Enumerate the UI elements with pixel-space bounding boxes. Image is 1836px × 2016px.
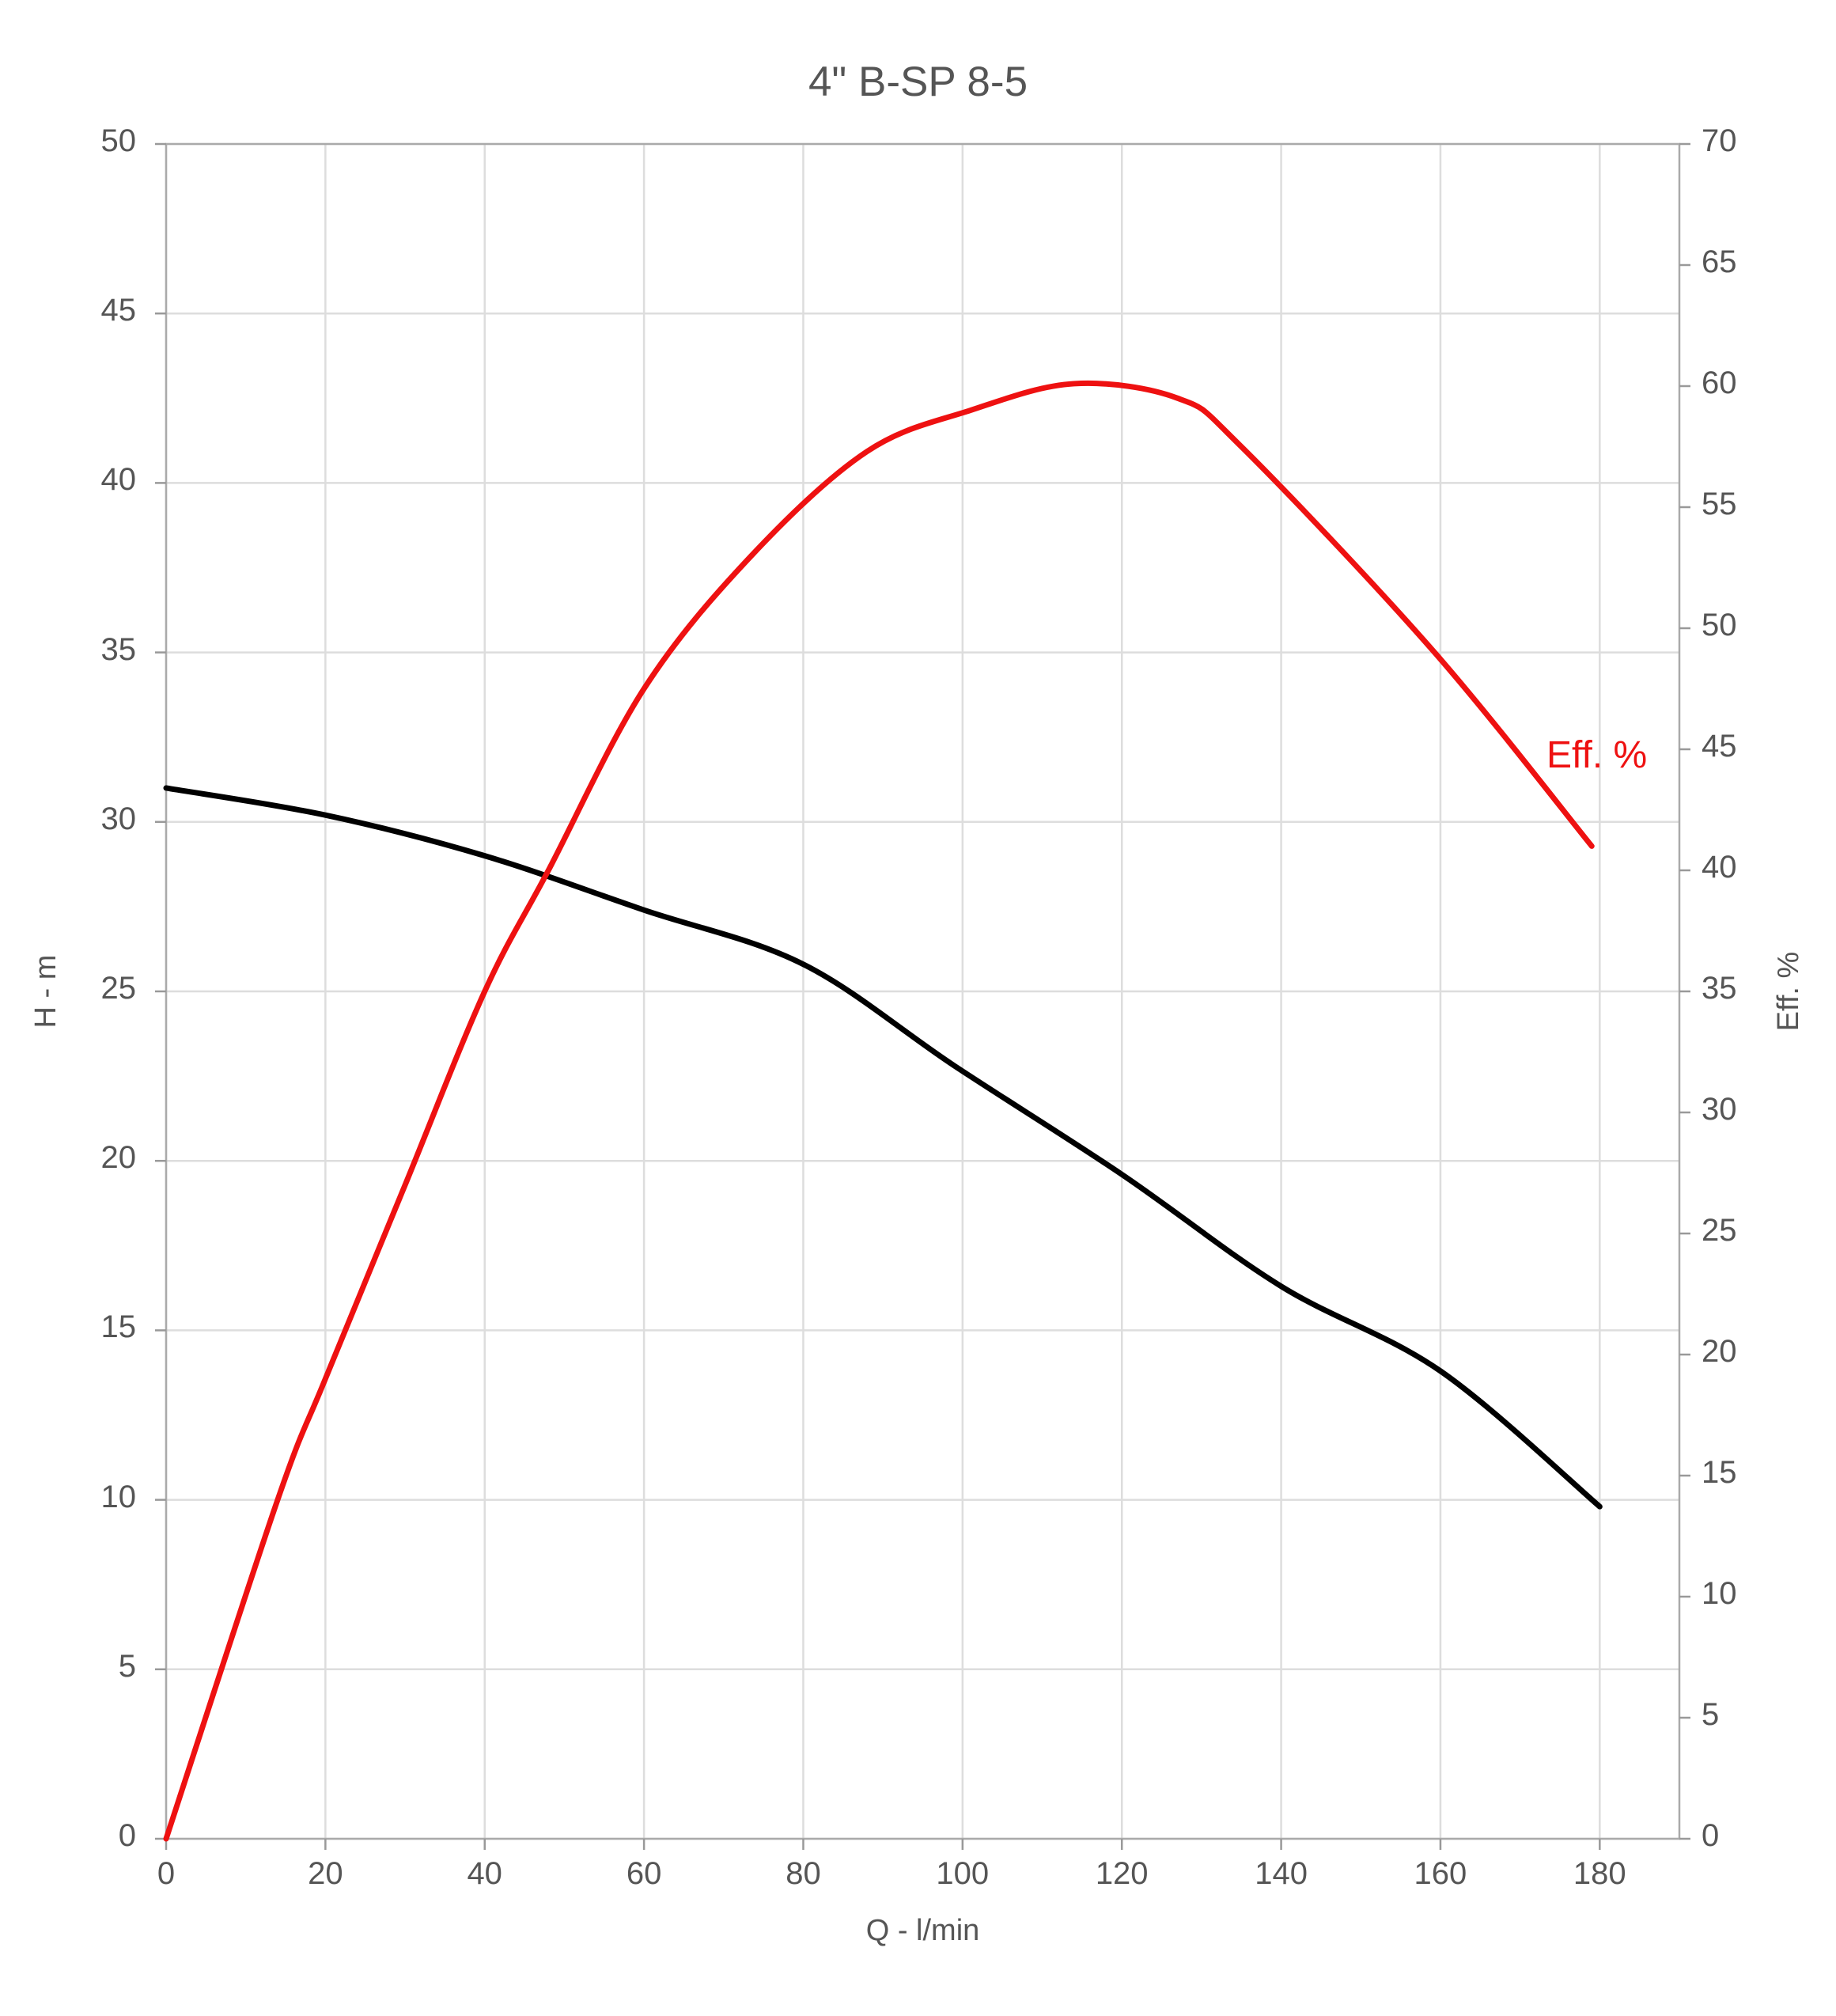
svg-text:Eff. %: Eff. % [1546,734,1647,776]
